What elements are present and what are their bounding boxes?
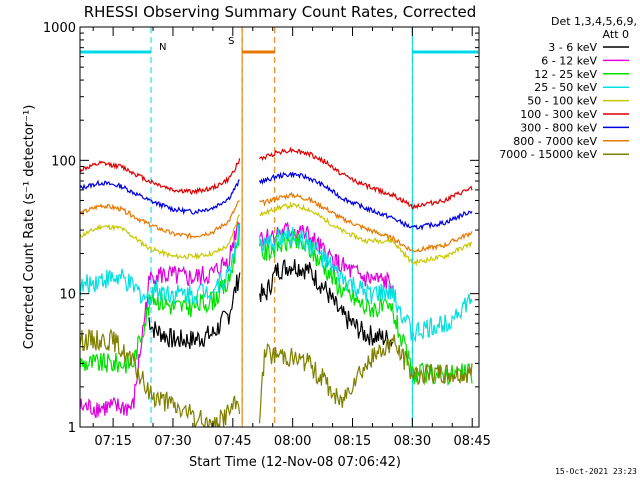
series-line [79, 221, 393, 419]
x-tick-label: 08:15 [334, 434, 371, 449]
series-line [79, 171, 473, 231]
x-tick-label: 08:00 [274, 434, 311, 449]
series-line [148, 259, 393, 350]
legend-label: 50 - 100 keV [527, 95, 597, 108]
legend-label: 7000 - 15000 keV [499, 148, 597, 161]
generation-timestamp: 15-Oct-2021 23:23 [555, 467, 637, 476]
x-tick-label: 07:45 [214, 434, 251, 449]
legend-label: 300 - 800 keV [520, 121, 597, 134]
x-tick-label: 07:30 [154, 434, 191, 449]
series-100-300-kev [79, 146, 473, 210]
series-3-6-kev [148, 259, 393, 350]
series-25-50-kev [79, 223, 473, 343]
plot-frame [79, 26, 480, 428]
series-layer [79, 146, 473, 429]
legend-header-detectors: Det 1,3,4,5,6,9, [551, 15, 637, 28]
series-300-800-kev [79, 171, 473, 231]
night-label: N [159, 42, 166, 53]
legend-header-attenuator: Att 0 [603, 28, 629, 41]
series-line [79, 223, 473, 343]
x-axis-label: Start Time (12-Nov-08 07:06:42) [189, 455, 401, 470]
series-line [79, 146, 473, 210]
y-tick-label: 1 [68, 421, 76, 436]
y-tick-label: 10 [59, 288, 76, 303]
legend-label: 800 - 7000 keV [513, 135, 597, 148]
x-axis: 07:15 07:30 07:45 08:00 08:15 08:30 08:45 [92, 27, 491, 449]
series-line [79, 191, 473, 253]
series-50-100-kev [79, 201, 473, 267]
legend-label: 100 - 300 keV [520, 108, 597, 121]
y-tick-label: 100 [51, 154, 76, 169]
series-6-12-kev [79, 221, 393, 419]
series-line [79, 222, 473, 387]
legend-label: 12 - 25 keV [534, 68, 597, 81]
series-line [79, 328, 473, 429]
legend-label: 3 - 6 keV [548, 41, 597, 54]
saa-label: S [228, 36, 234, 47]
series-line [79, 201, 473, 267]
x-tick-label: 08:30 [394, 434, 431, 449]
series-7000-15000-kev [79, 328, 473, 429]
legend-label: 25 - 50 keV [534, 81, 597, 94]
chart-title: RHESSI Observing Summary Count Rates, Co… [84, 3, 477, 21]
x-tick-label: 07:15 [94, 434, 131, 449]
y-axis-label: Corrected Count Rate (s⁻¹ detector⁻¹) [22, 105, 37, 350]
series-800-7000-kev [79, 191, 473, 253]
legend-label: 6 - 12 keV [541, 54, 597, 67]
series-12-25-kev [79, 222, 473, 387]
y-axis: 1 10 100 1000 [43, 21, 479, 436]
interval-markers: NS [80, 27, 479, 427]
y-tick-label: 1000 [43, 21, 76, 36]
x-tick-label: 08:45 [453, 434, 490, 449]
